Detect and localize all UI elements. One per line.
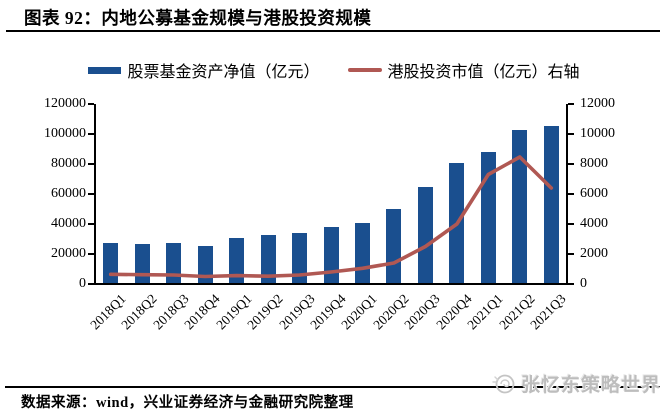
right-axis-line <box>566 104 568 285</box>
line-path <box>108 155 554 279</box>
watermark-text: 张忆东策略世界 <box>521 374 662 396</box>
left-axis-tickmark <box>88 253 94 255</box>
footer-rule <box>5 386 660 388</box>
bar-2019Q1 <box>229 237 245 284</box>
bar-2021Q2 <box>512 129 528 284</box>
legend-item-bar: 股票基金资产净值（亿元） <box>88 58 320 82</box>
legend-item-line: 港股投资市值（亿元）右轴 <box>347 58 580 82</box>
left-axis-tickmark <box>88 223 94 225</box>
line-swatch-icon <box>347 68 382 72</box>
right-axis-tick-label: 12000 <box>580 96 615 111</box>
x-axis-line <box>94 283 568 285</box>
right-axis-tick-label: 8000 <box>580 156 608 171</box>
legend-label-line: 港股投资市值（亿元）右轴 <box>387 64 580 81</box>
data-source: 数据来源：wind，兴业证券经济与金融研究院整理 <box>21 395 354 411</box>
bar-2019Q4 <box>323 226 339 284</box>
right-axis-tickmark <box>567 163 574 165</box>
right-axis-tick-label: 4000 <box>580 216 608 231</box>
right-axis-tick-label: 10000 <box>580 126 615 141</box>
left-axis-tick-label: 40000 <box>51 216 86 231</box>
bar-2018Q4 <box>197 245 213 284</box>
figure-title: 图表 92：内地公募基金规模与港股投资规模 <box>24 8 372 28</box>
legend-label-bar: 股票基金资产净值（亿元） <box>127 64 320 81</box>
left-axis-tickmark <box>88 193 94 195</box>
bar-2021Q3 <box>543 126 559 284</box>
left-axis-tick-label: 100000 <box>44 126 86 141</box>
left-axis-tick-label: 120000 <box>44 96 86 111</box>
bar-2021Q1 <box>480 152 496 284</box>
left-axis-tick-label: 20000 <box>51 246 86 261</box>
right-axis-tickmark <box>567 283 574 285</box>
left-axis-line <box>94 104 96 285</box>
watermark-logo-icon <box>492 371 516 395</box>
legend: 股票基金资产净值（亿元） 港股投资市值（亿元）右轴 <box>0 58 668 82</box>
right-axis-tickmark <box>567 103 574 105</box>
left-axis-tick-label: 80000 <box>51 156 86 171</box>
left-axis-tickmark <box>88 163 94 165</box>
bar-2019Q3 <box>292 233 308 284</box>
right-axis-tickmark <box>567 223 574 225</box>
left-axis-tickmark <box>88 133 94 135</box>
left-axis-tickmark <box>88 283 94 285</box>
bar-2020Q3 <box>417 186 433 284</box>
left-axis-tick-label: 60000 <box>51 186 86 201</box>
right-axis-tickmark <box>567 193 574 195</box>
right-axis-tickmark <box>567 253 574 255</box>
right-axis-tick-label: 2000 <box>580 246 608 261</box>
left-axis-tickmark <box>88 103 94 105</box>
bar-2019Q2 <box>260 234 276 284</box>
title-rule <box>6 30 660 33</box>
right-axis-tickmark <box>567 133 574 135</box>
bar-swatch-icon <box>88 66 122 74</box>
watermark: 张忆东策略世界 <box>492 368 661 398</box>
right-axis-tick-label: 0 <box>580 276 587 291</box>
line-series <box>108 155 554 279</box>
left-axis-tick-label: 0 <box>79 276 86 291</box>
right-axis-tick-label: 6000 <box>580 186 608 201</box>
